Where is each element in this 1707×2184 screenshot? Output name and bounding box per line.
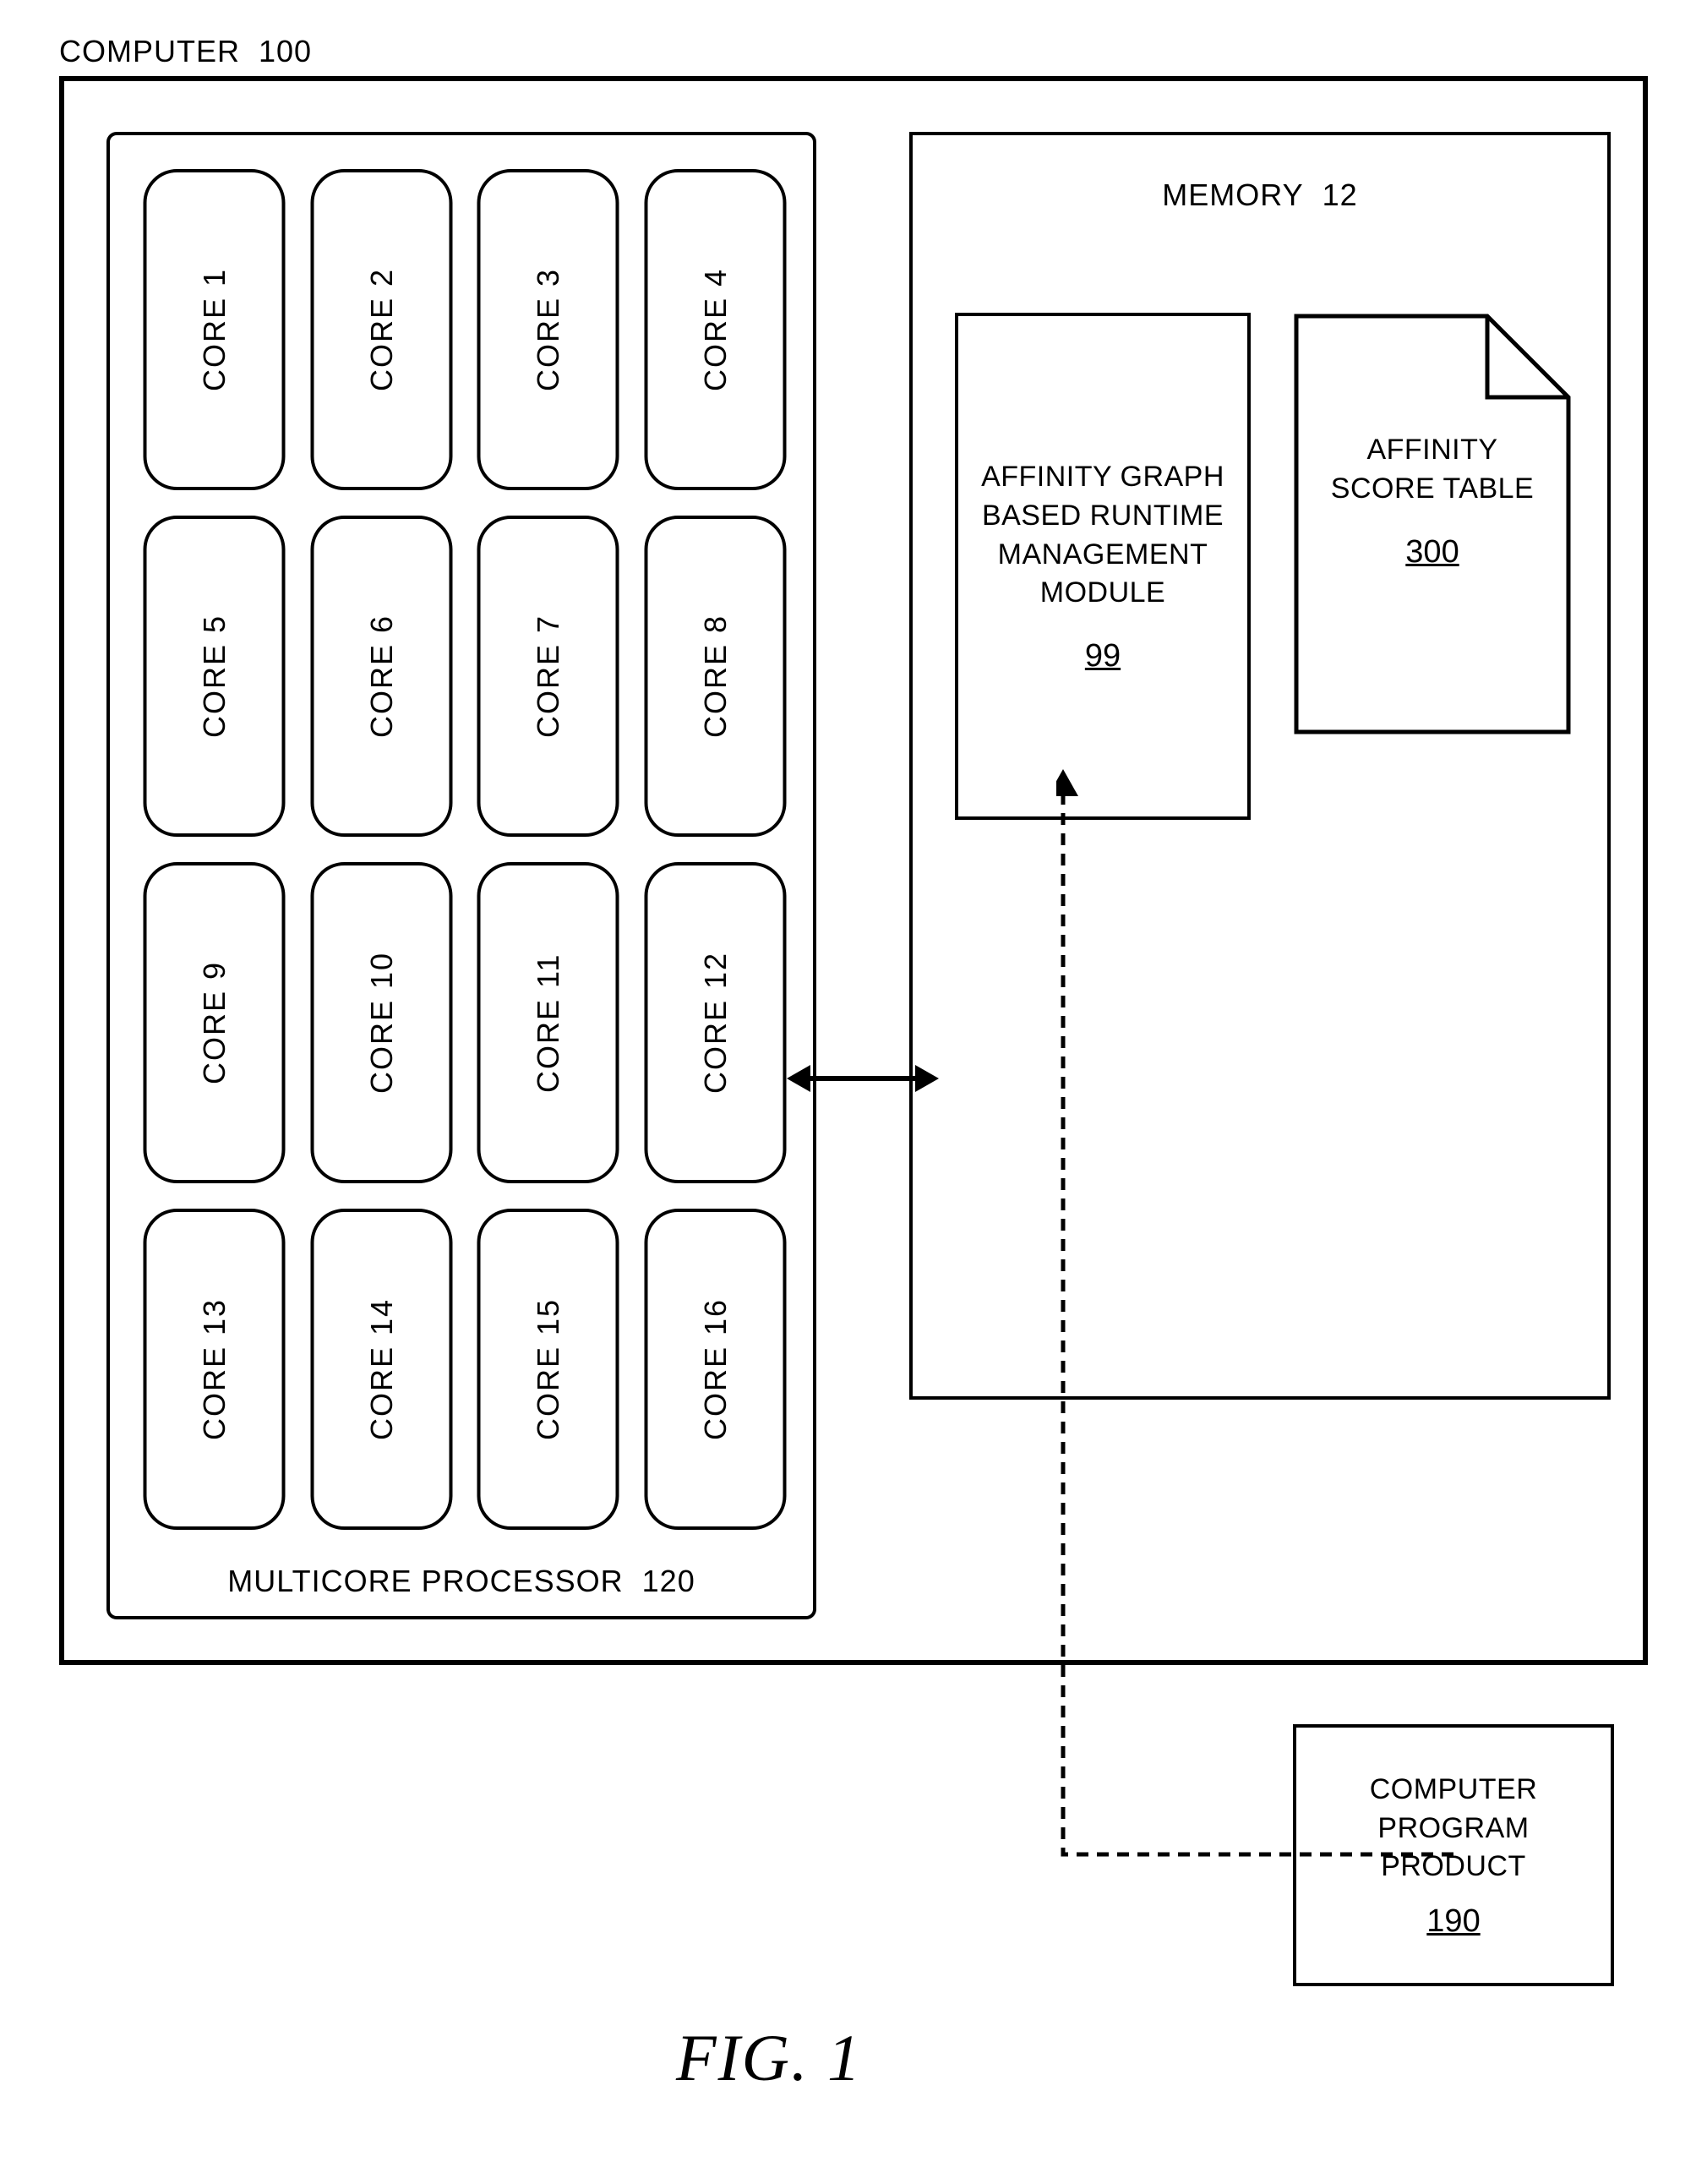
cpp-id: 190 (1426, 1903, 1480, 1940)
processor-label-text: MULTICORE PROCESSOR (227, 1564, 623, 1598)
memory-label-text: MEMORY (1162, 177, 1303, 212)
core-12: CORE 12 (645, 862, 787, 1183)
module-id: 99 (1085, 638, 1121, 674)
core-1: CORE 1 (144, 169, 286, 490)
cpp-title: COMPUTER PROGRAM PRODUCT (1370, 1771, 1538, 1887)
core-7: CORE 7 (477, 516, 619, 837)
memory-id: 12 (1323, 177, 1358, 212)
core-16: CORE 16 (645, 1209, 787, 1530)
computer-program-product-box: COMPUTER PROGRAM PRODUCT 190 (1293, 1724, 1614, 1986)
processor-label: MULTICORE PROCESSOR 120 (227, 1564, 695, 1599)
table-title-line1: AFFINITY (1366, 434, 1497, 466)
page: COMPUTER 100 CORE 1 CORE 2 CORE 3 CORE 4… (34, 34, 1673, 2150)
core-4: CORE 4 (645, 169, 787, 490)
core-2: CORE 2 (311, 169, 453, 490)
cpp-title-line3: PRODUCT (1381, 1850, 1526, 1882)
core-3: CORE 3 (477, 169, 619, 490)
core-10: CORE 10 (311, 862, 453, 1183)
table-content: AFFINITY SCORE TABLE 300 (1293, 431, 1572, 571)
computer-label-text: COMPUTER (59, 34, 240, 68)
memory-label: MEMORY 12 (1162, 177, 1357, 213)
cpp-title-line1: COMPUTER (1370, 1773, 1538, 1805)
core-grid: CORE 1 CORE 2 CORE 3 CORE 4 CORE 5 CORE … (144, 169, 786, 1530)
core-13: CORE 13 (144, 1209, 286, 1530)
multicore-processor-box: CORE 1 CORE 2 CORE 3 CORE 4 CORE 5 CORE … (106, 132, 816, 1619)
affinity-score-table-doc: AFFINITY SCORE TABLE 300 (1293, 313, 1572, 735)
core-9: CORE 9 (144, 862, 286, 1183)
table-title: AFFINITY SCORE TABLE (1331, 431, 1534, 509)
table-id: 300 (1405, 534, 1459, 571)
computer-box: CORE 1 CORE 2 CORE 3 CORE 4 CORE 5 CORE … (59, 76, 1648, 1665)
computer-label: COMPUTER 100 (59, 34, 312, 69)
computer-id: 100 (259, 34, 312, 68)
core-11: CORE 11 (477, 862, 619, 1183)
core-5: CORE 5 (144, 516, 286, 837)
figure-label: FIG. 1 (676, 2020, 862, 2096)
module-title: AFFINITY GRAPH BASED RUNTIME MANAGEMENT … (975, 458, 1230, 614)
runtime-management-module-box: AFFINITY GRAPH BASED RUNTIME MANAGEMENT … (955, 313, 1251, 820)
processor-id: 120 (642, 1564, 695, 1598)
core-15: CORE 15 (477, 1209, 619, 1530)
core-14: CORE 14 (311, 1209, 453, 1530)
memory-box: MEMORY 12 AFFINITY GRAPH BASED RUNTIME M… (909, 132, 1611, 1400)
table-title-line2: SCORE TABLE (1331, 472, 1534, 505)
core-6: CORE 6 (311, 516, 453, 837)
cpp-title-line2: PROGRAM (1377, 1812, 1529, 1844)
core-8: CORE 8 (645, 516, 787, 837)
